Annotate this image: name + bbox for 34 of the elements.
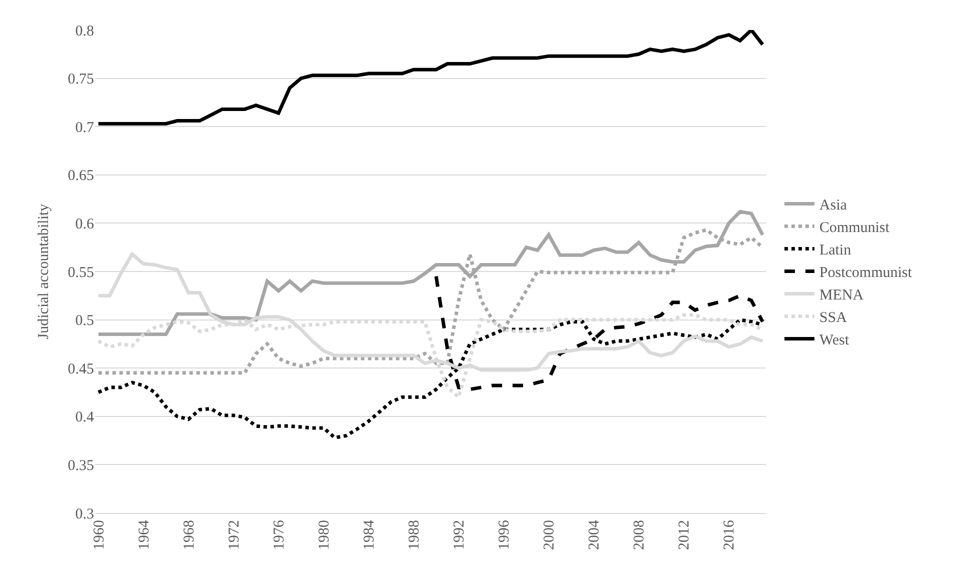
legend-label: SSA — [819, 310, 848, 326]
legend-label: Postcommunist — [819, 265, 913, 282]
x-tick-label: 2016 — [722, 520, 738, 550]
x-tick-label: 1972 — [226, 520, 242, 550]
y-tick-label: 0.8 — [75, 23, 94, 40]
legend-label: MENA — [819, 288, 864, 304]
x-tick-label: 1996 — [496, 520, 513, 550]
y-tick-label: 0.4 — [75, 410, 94, 426]
y-tick-label: 0.5 — [75, 313, 94, 330]
y-tick-label: 0.3 — [75, 506, 94, 522]
y-tick-label: 0.55 — [68, 264, 94, 281]
x-tick-label: 1968 — [181, 520, 198, 550]
legend-label: Asia — [819, 198, 848, 214]
legend-label: Latin — [819, 242, 852, 259]
x-tick-label: 1992 — [452, 520, 468, 550]
legend-label: Communist — [819, 220, 890, 236]
x-tick-label: 1960 — [91, 520, 108, 550]
y-tick-label: 0.35 — [68, 458, 94, 474]
x-tick-label: 2008 — [632, 520, 648, 550]
x-tick-label: 2004 — [586, 520, 603, 550]
x-tick-label: 1964 — [136, 520, 152, 550]
x-tick-label: 1976 — [271, 520, 288, 550]
x-tick-label: 2000 — [542, 520, 558, 550]
y-axis-title: Judicial accountability — [36, 203, 52, 340]
y-tick-label: 0.65 — [68, 168, 94, 184]
x-tick-label: 1980 — [316, 520, 332, 550]
y-tick-label: 0.75 — [68, 72, 94, 88]
x-tick-label: 1988 — [406, 520, 422, 550]
y-tick-label: 0.7 — [75, 120, 94, 136]
legend-label: West — [819, 332, 850, 349]
x-tick-label: 1984 — [361, 520, 378, 550]
x-tick-label: 2012 — [676, 520, 693, 550]
y-tick-label: 0.45 — [68, 361, 94, 378]
y-tick-label: 0.6 — [75, 216, 94, 232]
